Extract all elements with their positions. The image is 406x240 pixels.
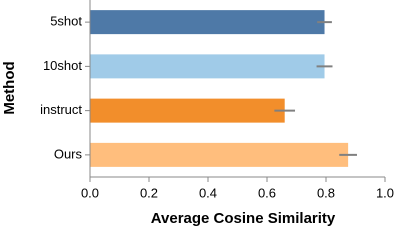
x-tick-label: 0.2 <box>140 185 158 200</box>
bar <box>90 142 349 167</box>
bar <box>90 98 285 123</box>
x-tick-label: 0.4 <box>199 185 217 200</box>
y-tick-label: 10shot <box>43 58 82 73</box>
x-tick-label: 1.0 <box>376 185 394 200</box>
x-tick-label: 0.6 <box>258 185 276 200</box>
x-tick-label: 0.0 <box>81 185 99 200</box>
y-tick-label: Ours <box>54 146 83 161</box>
x-axis-title: Average Cosine Similarity <box>151 210 336 227</box>
y-axis-title: Method <box>1 61 18 114</box>
x-tick-label: 0.8 <box>317 185 335 200</box>
chart: Average Cosine Similarity Method 5shot 10… <box>1 0 394 227</box>
bar <box>90 54 325 79</box>
bar <box>90 10 325 35</box>
y-tick-label: instruct <box>40 102 82 117</box>
y-tick-label: 5shot <box>50 14 82 29</box>
